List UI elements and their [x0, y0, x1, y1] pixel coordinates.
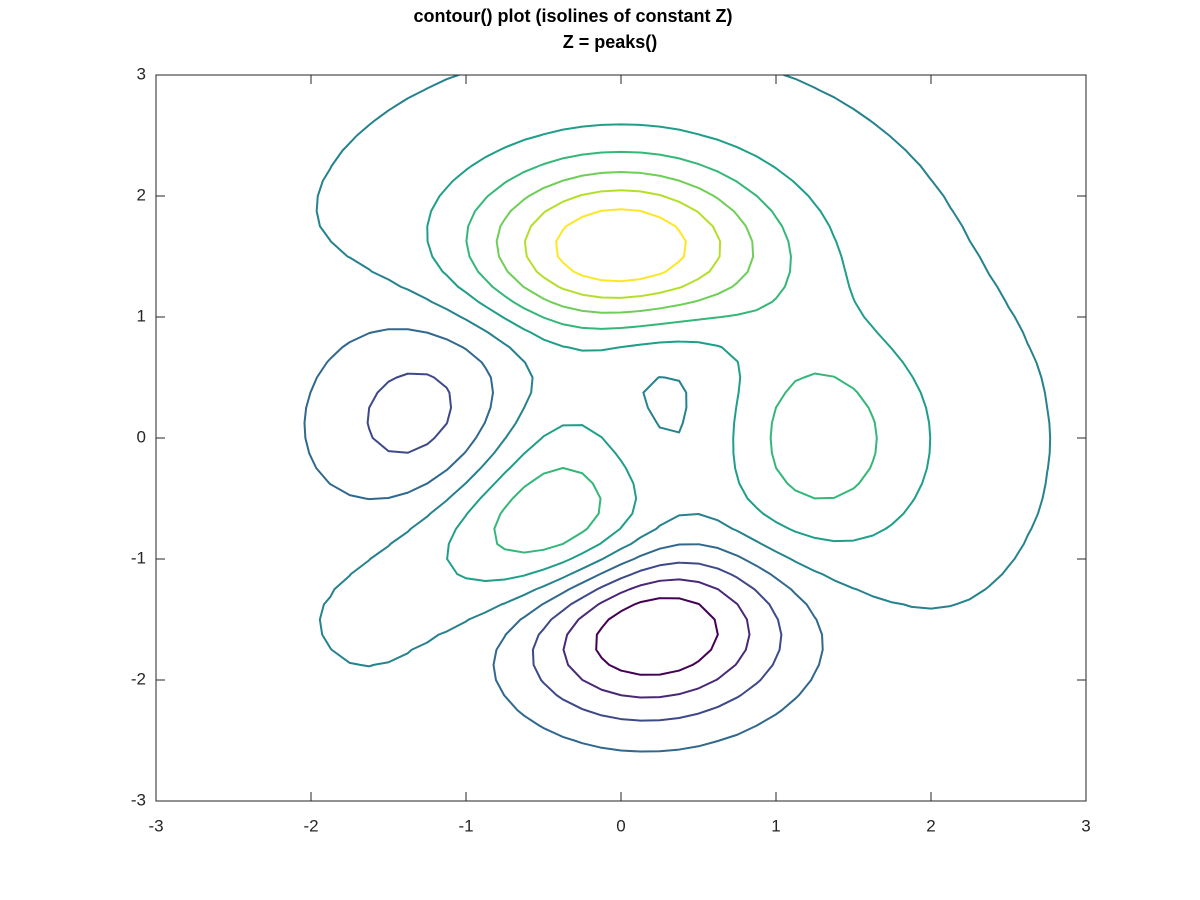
contour-line	[495, 171, 755, 314]
y-tick-label: 3	[137, 64, 146, 83]
x-tick-label: 2	[926, 816, 935, 835]
contour-line	[523, 189, 722, 299]
y-tick-label: -2	[131, 669, 146, 688]
x-tick-label: -2	[303, 816, 318, 835]
x-tick-label: 1	[771, 816, 780, 835]
y-tick-label: -3	[131, 790, 146, 809]
contour-line	[562, 578, 751, 699]
contour-line	[366, 372, 783, 722]
chart-title: contour() plot (isolines of constant Z)	[414, 6, 733, 26]
contour-area	[303, 75, 1052, 753]
contour-line	[315, 75, 1052, 668]
y-tick-label: 2	[137, 185, 146, 204]
x-tick-label: 0	[616, 816, 625, 835]
contour-line	[595, 597, 719, 676]
y-tick-label: -1	[131, 548, 146, 567]
x-tick-label: -3	[148, 816, 163, 835]
contour-line	[465, 150, 878, 554]
axes-box	[155, 74, 1087, 802]
contour-line	[303, 328, 824, 753]
chart-subtitle: Z = peaks()	[563, 32, 658, 52]
contour-line	[426, 123, 932, 583]
y-tick-label: 1	[137, 306, 146, 325]
contour-line	[555, 208, 687, 283]
x-tick-label: -1	[458, 816, 473, 835]
x-tick-label: 3	[1081, 816, 1090, 835]
y-tick-label: 0	[137, 427, 146, 446]
